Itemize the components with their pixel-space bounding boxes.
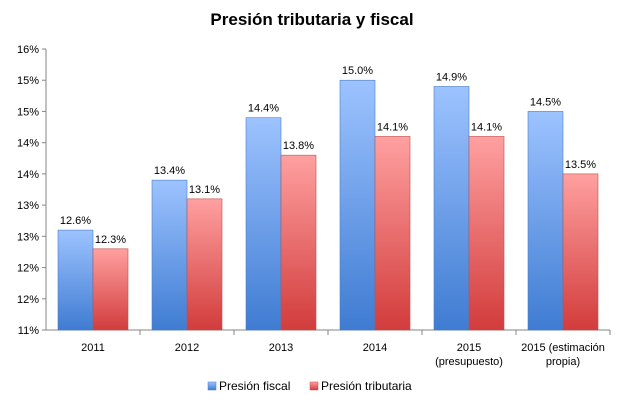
legend-item-presion-fiscal-swatch — [207, 381, 217, 391]
data-label: 14.1% — [471, 121, 502, 133]
data-label: 14.1% — [377, 121, 408, 133]
data-label: 13.8% — [283, 140, 314, 152]
bar-presion-fiscal — [151, 179, 188, 331]
bar-presion-tributaria — [186, 198, 223, 331]
x-category-label: (presupuesto) — [435, 356, 503, 368]
y-tick-label: 12% — [17, 294, 39, 306]
bar-presion-fiscal — [339, 79, 376, 331]
y-tick-label: 14% — [17, 169, 39, 181]
x-category-label: 2012 — [175, 342, 199, 354]
bar-presion-fiscal — [245, 117, 282, 331]
x-category-label: 2014 — [363, 342, 387, 354]
x-category-label: propia) — [546, 356, 580, 368]
chart-title: Presión tributaria y fiscal — [210, 10, 414, 29]
x-category-label: 2015 (estimación — [521, 342, 605, 354]
bar-presion-tributaria — [468, 136, 505, 331]
data-label: 14.9% — [436, 71, 467, 83]
y-tick-label: 15% — [17, 106, 39, 118]
bar-presion-tributaria — [374, 136, 411, 331]
data-label: 14.5% — [530, 96, 561, 108]
data-label: 14.4% — [248, 103, 279, 115]
legend-item-presion-fiscal-label: Presión fiscal — [219, 379, 290, 393]
data-label: 13.1% — [189, 184, 220, 196]
bar-presion-fiscal — [527, 111, 564, 331]
x-category-label: 2013 — [269, 342, 293, 354]
y-tick-label: 15% — [17, 75, 39, 87]
bar-presion-fiscal — [57, 229, 94, 331]
y-tick-label: 13% — [17, 200, 39, 212]
bar-presion-tributaria — [92, 248, 129, 331]
y-tick-label: 12% — [17, 263, 39, 275]
legend-item-presion-tributaria-swatch — [309, 381, 319, 391]
data-label: 12.3% — [95, 234, 126, 246]
data-label: 12.6% — [60, 215, 91, 227]
y-tick-label: 11% — [18, 325, 39, 337]
bar-presion-tributaria — [562, 173, 599, 331]
data-label: 13.5% — [565, 159, 596, 171]
data-label: 15.0% — [342, 65, 373, 77]
x-category-label: 2011 — [81, 342, 105, 354]
bar-presion-tributaria — [280, 154, 317, 331]
y-tick-label: 13% — [17, 231, 39, 243]
legend-item-presion-tributaria-label: Presión tributaria — [321, 379, 412, 393]
y-tick-label: 14% — [17, 138, 39, 150]
bar-presion-fiscal — [433, 86, 470, 331]
x-category-label: 2015 — [457, 342, 481, 354]
y-tick-label: 16% — [17, 44, 39, 56]
data-label: 13.4% — [154, 165, 185, 177]
